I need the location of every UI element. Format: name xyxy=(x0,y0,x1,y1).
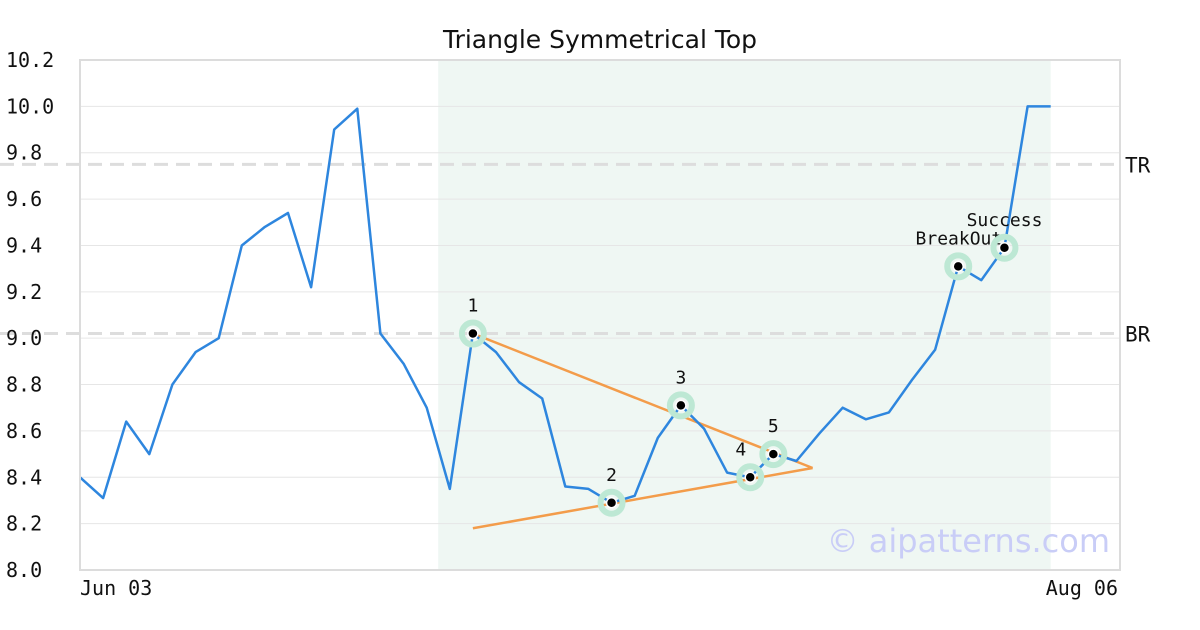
pattern-point-label: 5 xyxy=(768,416,779,437)
pattern-point xyxy=(675,399,687,412)
reference-line-label: TR xyxy=(1125,153,1151,177)
pattern-point xyxy=(998,242,1011,254)
pattern-point-label: Success xyxy=(967,210,1043,231)
y-tick-label: 8.4 xyxy=(6,465,42,489)
pattern-point-ring xyxy=(597,488,626,517)
y-tick-label: 9.6 xyxy=(6,187,42,211)
y-tick-label: 8.8 xyxy=(6,373,42,397)
pattern-point-label: 3 xyxy=(675,367,686,388)
pattern-point-ring xyxy=(666,391,695,420)
y-tick-label: 10.2 xyxy=(6,48,54,72)
pattern-point-ring xyxy=(759,440,788,469)
pattern-point-ring xyxy=(736,463,765,492)
pattern-point-label: 2 xyxy=(606,465,617,486)
x-tick-label: Jun 03 xyxy=(80,576,152,600)
y-tick-label: 9.8 xyxy=(6,141,42,165)
trend-line-upper xyxy=(472,332,814,470)
pattern-point-label: 1 xyxy=(467,296,478,317)
y-tick-label: 8.6 xyxy=(6,419,42,443)
highlight-band xyxy=(438,60,1051,570)
chart-title: Triangle Symmetrical Top xyxy=(442,25,757,54)
y-tick-label: 10.0 xyxy=(6,94,54,118)
y-tick-label: 8.2 xyxy=(6,512,42,536)
pattern-point xyxy=(952,260,964,273)
y-tick-label: 9.2 xyxy=(6,280,42,304)
pattern-point-ring xyxy=(458,319,487,348)
pattern-point xyxy=(744,471,756,484)
y-tick-label: 9.4 xyxy=(6,233,42,257)
y-tick-label: 9.0 xyxy=(6,326,42,350)
trend-line-lower xyxy=(472,466,813,530)
pattern-point xyxy=(605,497,618,509)
pattern-point xyxy=(467,327,479,340)
x-tick-label: Aug 06 xyxy=(1046,576,1118,600)
price-line xyxy=(79,105,1051,505)
pattern-point-ring xyxy=(944,252,973,281)
y-tick-label: 8.0 xyxy=(6,558,42,582)
pattern-point xyxy=(767,448,780,460)
pattern-point-ring xyxy=(990,233,1019,262)
watermark: © aipatterns.com xyxy=(827,522,1110,560)
plot-border xyxy=(79,59,1121,571)
reference-line-label: BR xyxy=(1125,323,1151,347)
pattern-point-label: BreakOut xyxy=(916,228,1003,249)
pattern-point-label: 4 xyxy=(735,439,746,460)
